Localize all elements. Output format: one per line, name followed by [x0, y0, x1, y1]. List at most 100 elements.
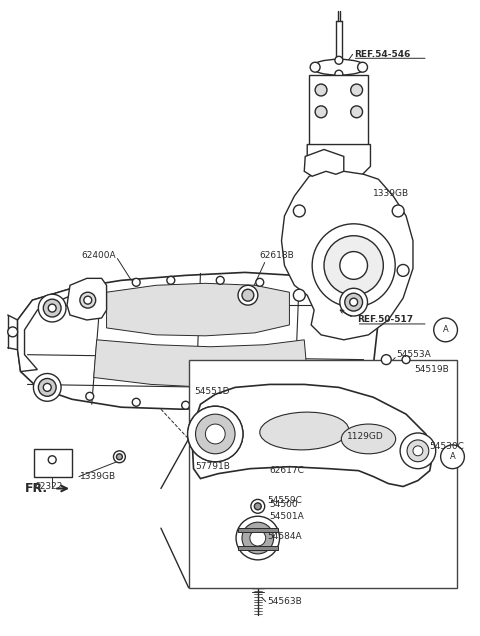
Circle shape: [335, 70, 343, 78]
Circle shape: [340, 288, 368, 316]
Bar: [309, 75, 369, 144]
Circle shape: [86, 392, 94, 400]
Circle shape: [293, 289, 305, 301]
Circle shape: [38, 378, 56, 396]
Circle shape: [256, 279, 264, 286]
Circle shape: [88, 283, 96, 291]
Bar: [238, 546, 277, 550]
Polygon shape: [281, 171, 413, 340]
Circle shape: [48, 456, 56, 464]
Bar: [238, 528, 277, 532]
Text: REF.54-546: REF.54-546: [354, 50, 410, 59]
Text: 62618B: 62618B: [260, 251, 295, 260]
Circle shape: [345, 380, 353, 389]
Circle shape: [242, 522, 274, 554]
Circle shape: [335, 57, 343, 64]
Circle shape: [315, 84, 327, 96]
Circle shape: [231, 401, 239, 409]
Ellipse shape: [312, 59, 366, 75]
Circle shape: [182, 401, 190, 409]
Circle shape: [271, 396, 278, 403]
Circle shape: [350, 298, 358, 306]
Text: 62322: 62322: [35, 482, 63, 491]
Circle shape: [335, 371, 362, 398]
Circle shape: [392, 205, 404, 217]
Circle shape: [324, 236, 384, 295]
Text: 54553A: 54553A: [396, 350, 431, 359]
Polygon shape: [67, 279, 107, 320]
Circle shape: [293, 205, 305, 217]
Polygon shape: [18, 288, 72, 371]
Circle shape: [358, 62, 368, 72]
Text: 57791B: 57791B: [195, 462, 230, 471]
Circle shape: [351, 84, 362, 96]
Text: REF.50-517: REF.50-517: [357, 315, 413, 324]
Circle shape: [113, 451, 125, 463]
Polygon shape: [304, 149, 344, 176]
Text: A: A: [443, 326, 448, 335]
Circle shape: [236, 516, 279, 560]
Circle shape: [205, 424, 225, 444]
Text: 54563B: 54563B: [268, 597, 302, 606]
Text: 54559C: 54559C: [268, 496, 302, 505]
Circle shape: [413, 446, 423, 456]
Circle shape: [48, 304, 56, 312]
Circle shape: [402, 356, 410, 364]
Circle shape: [434, 318, 457, 342]
Circle shape: [132, 398, 140, 406]
Circle shape: [238, 286, 258, 305]
Text: 54551D: 54551D: [194, 387, 230, 396]
Circle shape: [80, 292, 96, 308]
Circle shape: [345, 293, 362, 311]
Circle shape: [251, 499, 264, 513]
Circle shape: [340, 252, 368, 279]
Circle shape: [205, 449, 216, 459]
Circle shape: [188, 406, 243, 462]
Ellipse shape: [260, 412, 348, 450]
Text: 54519B: 54519B: [414, 365, 449, 374]
Circle shape: [8, 327, 18, 337]
Circle shape: [43, 384, 51, 391]
Text: A: A: [450, 452, 456, 461]
Polygon shape: [18, 272, 378, 409]
Text: 1339GB: 1339GB: [80, 472, 116, 481]
Circle shape: [43, 299, 61, 317]
Polygon shape: [307, 144, 371, 176]
Polygon shape: [107, 283, 289, 336]
Text: 54584A: 54584A: [268, 532, 302, 541]
Text: 54501A: 54501A: [270, 512, 304, 521]
Circle shape: [310, 62, 320, 72]
Text: 54500: 54500: [270, 500, 298, 509]
Circle shape: [351, 106, 362, 118]
Circle shape: [250, 530, 266, 546]
Circle shape: [132, 279, 140, 286]
Circle shape: [167, 277, 175, 284]
Circle shape: [254, 503, 261, 510]
Circle shape: [253, 472, 263, 481]
Polygon shape: [94, 340, 307, 387]
Bar: [189, 359, 457, 588]
Text: 1339GB: 1339GB: [373, 189, 409, 198]
Circle shape: [216, 277, 224, 284]
Polygon shape: [192, 384, 433, 487]
Text: 62617C: 62617C: [270, 466, 304, 475]
Text: 62400A: 62400A: [82, 251, 117, 260]
Circle shape: [407, 440, 429, 462]
Circle shape: [188, 406, 243, 462]
Circle shape: [117, 454, 122, 460]
Circle shape: [333, 447, 341, 455]
Circle shape: [397, 265, 409, 277]
Circle shape: [441, 445, 464, 469]
Circle shape: [381, 355, 391, 364]
Circle shape: [400, 433, 436, 469]
Circle shape: [208, 452, 213, 456]
Text: 54530C: 54530C: [430, 443, 465, 452]
Circle shape: [38, 294, 66, 322]
Circle shape: [312, 224, 395, 307]
Circle shape: [34, 373, 61, 401]
Circle shape: [242, 289, 254, 301]
Circle shape: [315, 106, 327, 118]
Text: FR.: FR.: [24, 482, 48, 495]
Bar: [35, 449, 72, 476]
Ellipse shape: [341, 424, 396, 454]
